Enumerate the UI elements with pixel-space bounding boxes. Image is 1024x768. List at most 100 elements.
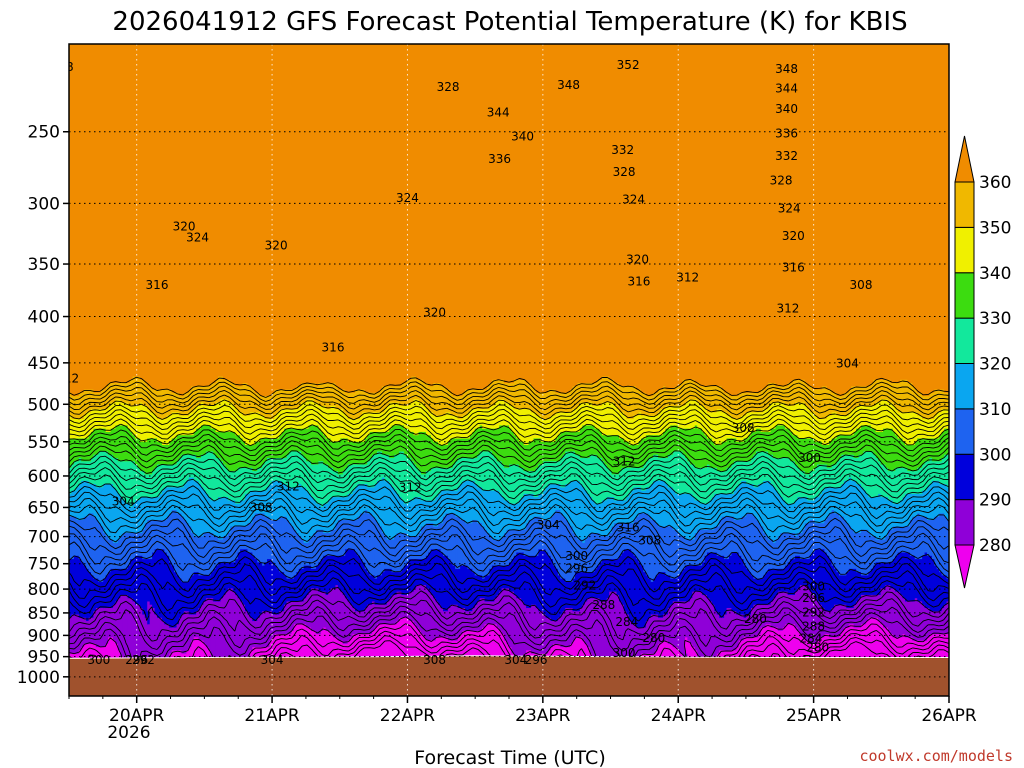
temperature-band-cell <box>667 526 671 576</box>
temperature-band-cell <box>579 607 583 638</box>
colorbar-swatch <box>954 181 975 228</box>
temperature-band-cell <box>289 578 293 603</box>
temperature-band-cell <box>91 484 95 515</box>
temperature-band-cell <box>359 611 363 635</box>
temperature-band-cell <box>917 513 921 560</box>
temperature-band-cell <box>460 44 464 397</box>
colorbar-label: 310 <box>979 400 1011 420</box>
temperature-band-cell <box>245 611 249 664</box>
temperature-band-cell <box>843 480 847 521</box>
temperature-band-cell <box>171 44 175 394</box>
temperature-band-cell <box>157 464 161 498</box>
temperature-band-cell <box>702 431 706 469</box>
y-tick-label: 850 <box>28 604 60 624</box>
temperature-band-cell <box>428 471 432 501</box>
temperature-band-cell <box>721 516 725 557</box>
temperature-band-cell <box>594 533 598 570</box>
temperature-band-cell <box>936 568 940 612</box>
temperature-band-cell <box>941 431 945 459</box>
temperature-band-cell <box>758 451 762 485</box>
temperature-band-cell <box>905 493 909 528</box>
temperature-band-cell <box>680 451 684 495</box>
temperature-band-cell <box>819 44 823 391</box>
temperature-band-cell <box>670 526 674 580</box>
temperature-band-cell <box>531 412 535 443</box>
contour-label: 320 <box>423 306 446 320</box>
temperature-band-cell <box>623 467 627 501</box>
temperature-band-cell <box>587 493 591 537</box>
temperature-band-cell <box>399 44 403 387</box>
temperature-band-cell <box>592 572 596 599</box>
temperature-band-cell <box>614 383 618 407</box>
temperature-band-cell <box>748 513 752 573</box>
temperature-band-cell <box>264 611 268 648</box>
temperature-band-cell <box>355 519 359 554</box>
temperature-band-cell <box>861 575 865 596</box>
temperature-band-cell <box>144 44 148 384</box>
temperature-band-cell <box>777 536 781 570</box>
temperature-band-cell <box>396 44 400 387</box>
temperature-band-cell <box>748 614 752 638</box>
temperature-band-cell <box>601 44 605 378</box>
temperature-band-cell <box>709 467 713 501</box>
temperature-band-cell <box>604 601 608 687</box>
temperature-band-cell <box>357 484 361 518</box>
temperature-band-cell <box>252 621 256 648</box>
isotherm-292 <box>69 577 949 622</box>
temperature-band-cell <box>467 568 471 612</box>
temperature-band-cell <box>526 555 530 609</box>
temperature-band-cell <box>462 438 466 459</box>
temperature-band-cell <box>301 402 305 430</box>
temperature-band-cell <box>113 428 117 459</box>
temperature-band-cell <box>597 428 601 459</box>
temperature-band-cell <box>328 438 332 469</box>
temperature-band-cell <box>95 487 99 521</box>
temperature-band-cell <box>665 389 669 407</box>
temperature-band-cell <box>418 559 422 586</box>
temperature-band-cell <box>804 585 808 642</box>
temperature-band-cell <box>325 44 329 384</box>
temperature-band-cell <box>369 513 373 576</box>
temperature-band-cell <box>643 490 647 515</box>
temperature-band-cell <box>531 471 535 495</box>
temperature-band-cell <box>367 513 371 573</box>
temperature-band-cell <box>751 575 755 609</box>
temperature-band-cell <box>704 386 708 410</box>
temperature-band-cell <box>824 464 828 488</box>
temperature-band-cell <box>147 44 151 387</box>
temperature-band-cell <box>770 428 774 456</box>
temperature-band-cell <box>548 418 552 443</box>
temperature-band-cell <box>628 549 632 622</box>
temperature-band-cell <box>157 441 161 466</box>
temperature-band-cell <box>367 604 371 635</box>
temperature-band-cell <box>330 467 334 498</box>
temperature-band-cell <box>504 44 508 384</box>
temperature-band-cell <box>724 441 728 472</box>
temperature-band-cell <box>577 539 581 573</box>
temperature-band-cell <box>406 594 410 619</box>
temperature-band-cell <box>452 415 456 440</box>
temperature-band-cell <box>741 415 745 443</box>
temperature-band-cell <box>198 458 202 485</box>
temperature-band-cell <box>152 412 156 440</box>
temperature-band-cell <box>570 480 574 528</box>
temperature-band-cell <box>333 471 337 498</box>
temperature-band-cell <box>885 562 889 586</box>
temperature-band-cell <box>726 438 730 469</box>
temperature-band-cell <box>161 44 165 391</box>
temperature-band-cell <box>445 444 449 469</box>
temperature-band-cell <box>413 399 417 436</box>
temperature-band-cell <box>120 594 124 658</box>
temperature-band-cell <box>787 44 791 384</box>
temperature-band-cell <box>296 601 300 625</box>
y-tick-label: 300 <box>28 194 60 214</box>
temperature-band-cell <box>521 529 525 554</box>
temperature-band-cell <box>91 617 95 645</box>
temperature-band-cell <box>201 402 205 427</box>
temperature-band-cell <box>484 601 488 625</box>
temperature-band-cell <box>174 392 178 413</box>
colorbar-swatch <box>954 363 975 410</box>
temperature-band-cell <box>606 497 610 537</box>
temperature-band-cell <box>880 431 884 466</box>
temperature-band-cell <box>159 519 163 550</box>
